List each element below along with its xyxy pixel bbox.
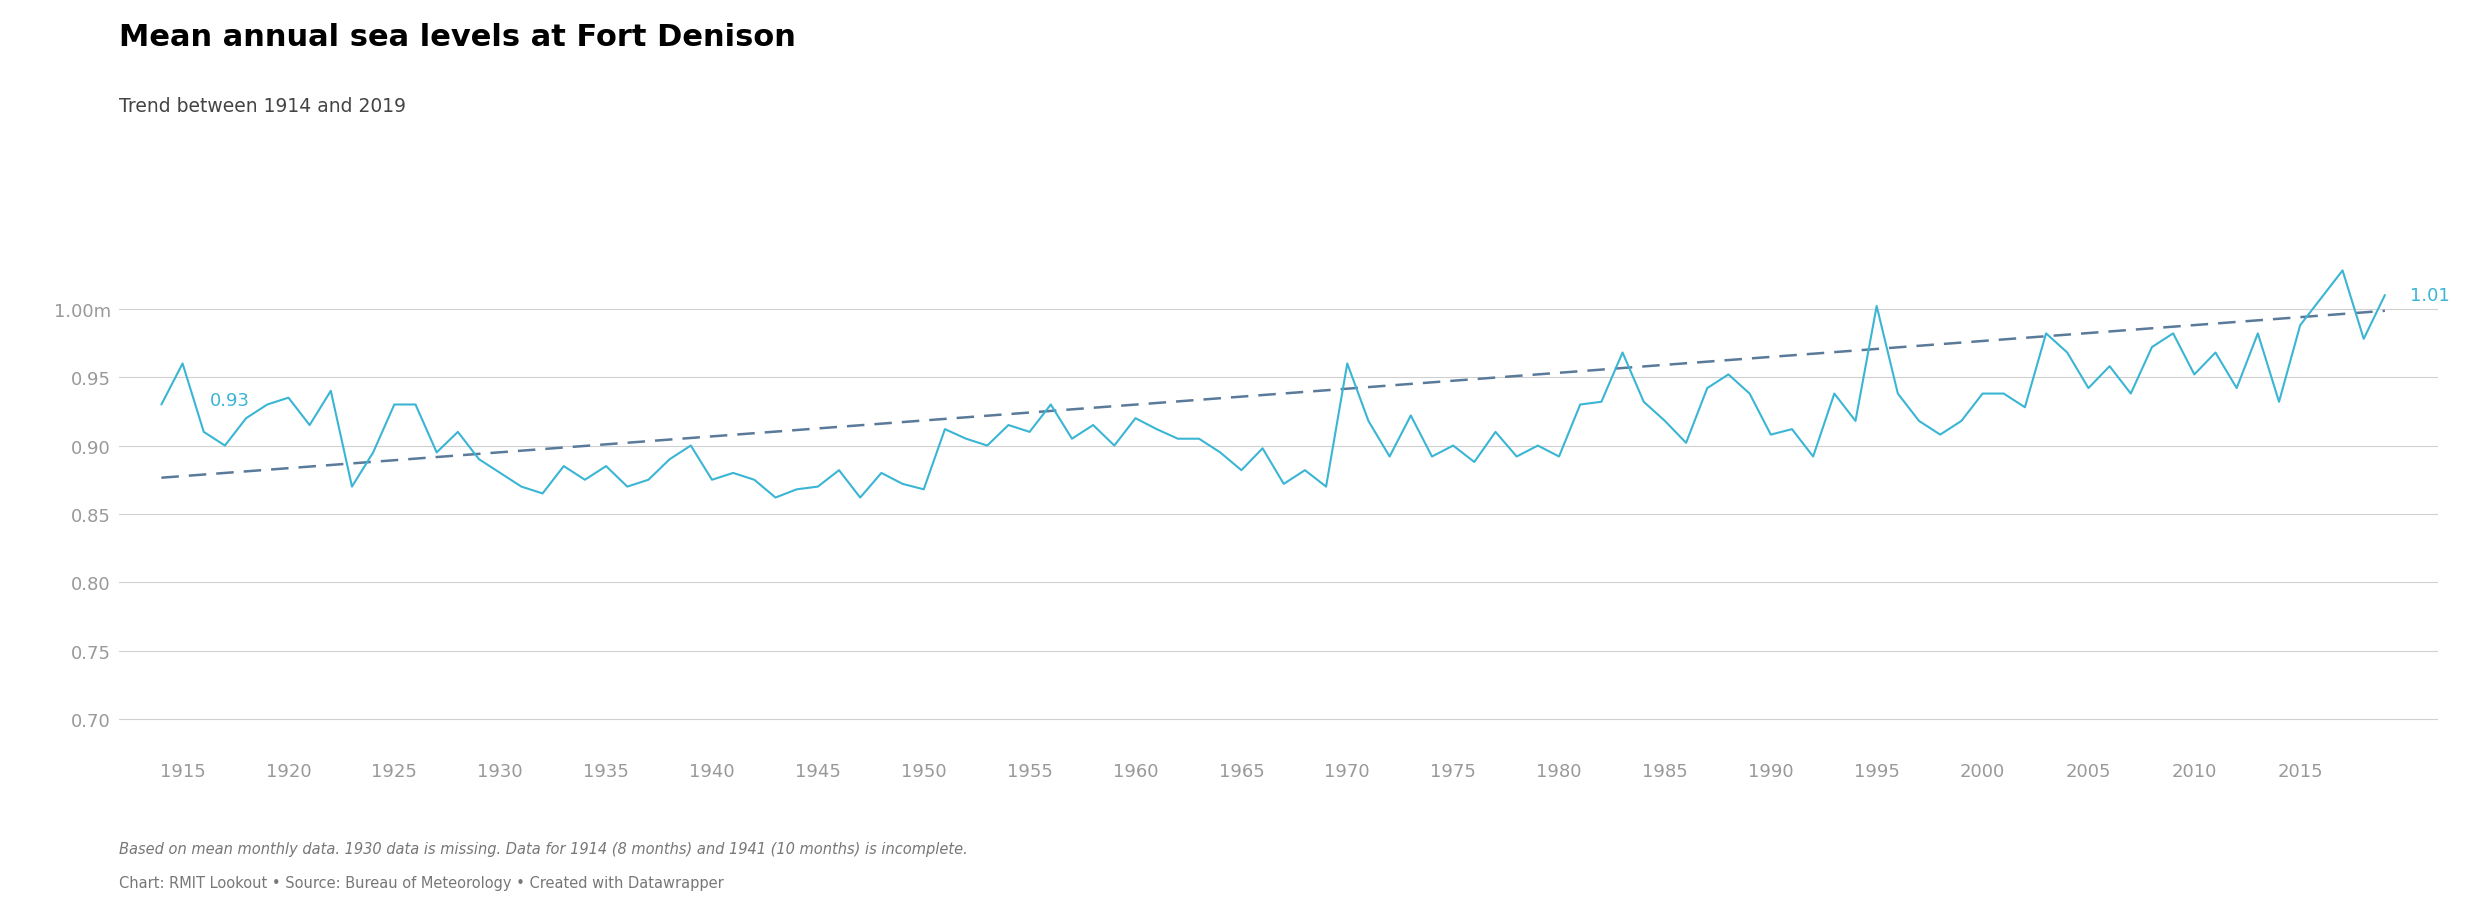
Text: 1.01: 1.01: [2411, 287, 2450, 305]
Text: Mean annual sea levels at Fort Denison: Mean annual sea levels at Fort Denison: [119, 23, 796, 52]
Text: Chart: RMIT Lookout • Source: Bureau of Meteorology • Created with Datawrapper: Chart: RMIT Lookout • Source: Bureau of …: [119, 875, 724, 890]
Text: Based on mean monthly data. 1930 data is missing. Data for 1914 (8 months) and 1: Based on mean monthly data. 1930 data is…: [119, 841, 967, 856]
Text: Trend between 1914 and 2019: Trend between 1914 and 2019: [119, 96, 407, 116]
Text: 0.93: 0.93: [211, 392, 250, 410]
